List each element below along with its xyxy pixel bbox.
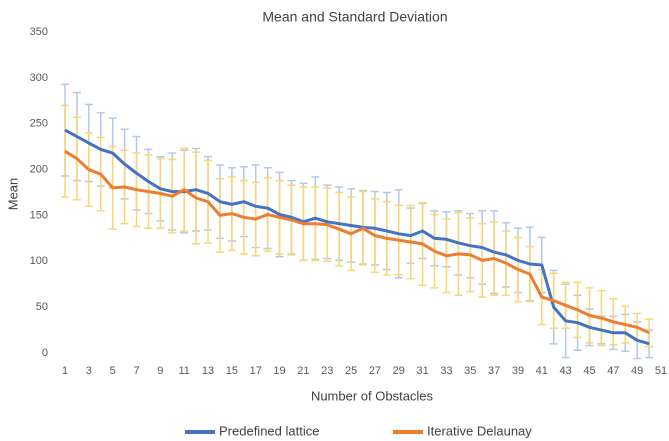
x-axis-title: Number of Obstacles [311,388,434,403]
legend-label: Iterative Delaunay [427,423,532,438]
x-tick-label: 41 [536,365,548,377]
series-line [64,149,650,335]
x-tick-label: 39 [512,365,524,377]
x-tick-label: 7 [133,365,139,377]
x-tick-label: 29 [393,365,405,377]
x-tick-label: 49 [631,365,643,377]
y-tick-label: 50 [36,301,48,313]
x-tick-label: 5 [110,365,116,377]
y-tick-label: 0 [42,347,48,359]
y-tick-label: 100 [30,255,48,267]
x-tick-label: 9 [157,365,163,377]
x-tick-label: 11 [178,365,189,377]
x-tick-label: 51 [655,365,667,377]
x-tick-label: 37 [488,365,500,377]
x-tick-label: 19 [273,365,285,377]
y-tick-label: 150 [30,209,48,221]
x-tick-label: 47 [607,365,619,377]
x-tick-label: 17 [250,365,262,377]
legend-label: Predefined lattice [219,423,319,438]
x-tick-label: 33 [440,365,452,377]
y-tick-label: 300 [30,72,48,84]
y-axis-title: Mean [5,178,20,211]
y-tick-label: 250 [30,118,48,130]
x-tick-label: 25 [345,365,357,377]
x-tick-label: 3 [86,365,92,377]
x-tick-label: 27 [369,365,381,377]
x-tick-label: 15 [226,365,238,377]
x-tick-label: 31 [416,365,428,377]
series-line [64,128,650,346]
x-tick-label: 45 [583,365,595,377]
x-tick-label: 21 [297,365,309,377]
y-tick-label: 200 [30,163,48,175]
x-tick-label: 35 [464,365,476,377]
x-tick-label: 13 [202,365,214,377]
y-tick-label: 350 [30,26,48,38]
x-tick-label: 23 [321,365,333,377]
chart-title: Mean and Standard Deviation [262,9,447,25]
x-tick-label: 43 [560,365,572,377]
x-tick-label: 1 [62,365,68,377]
